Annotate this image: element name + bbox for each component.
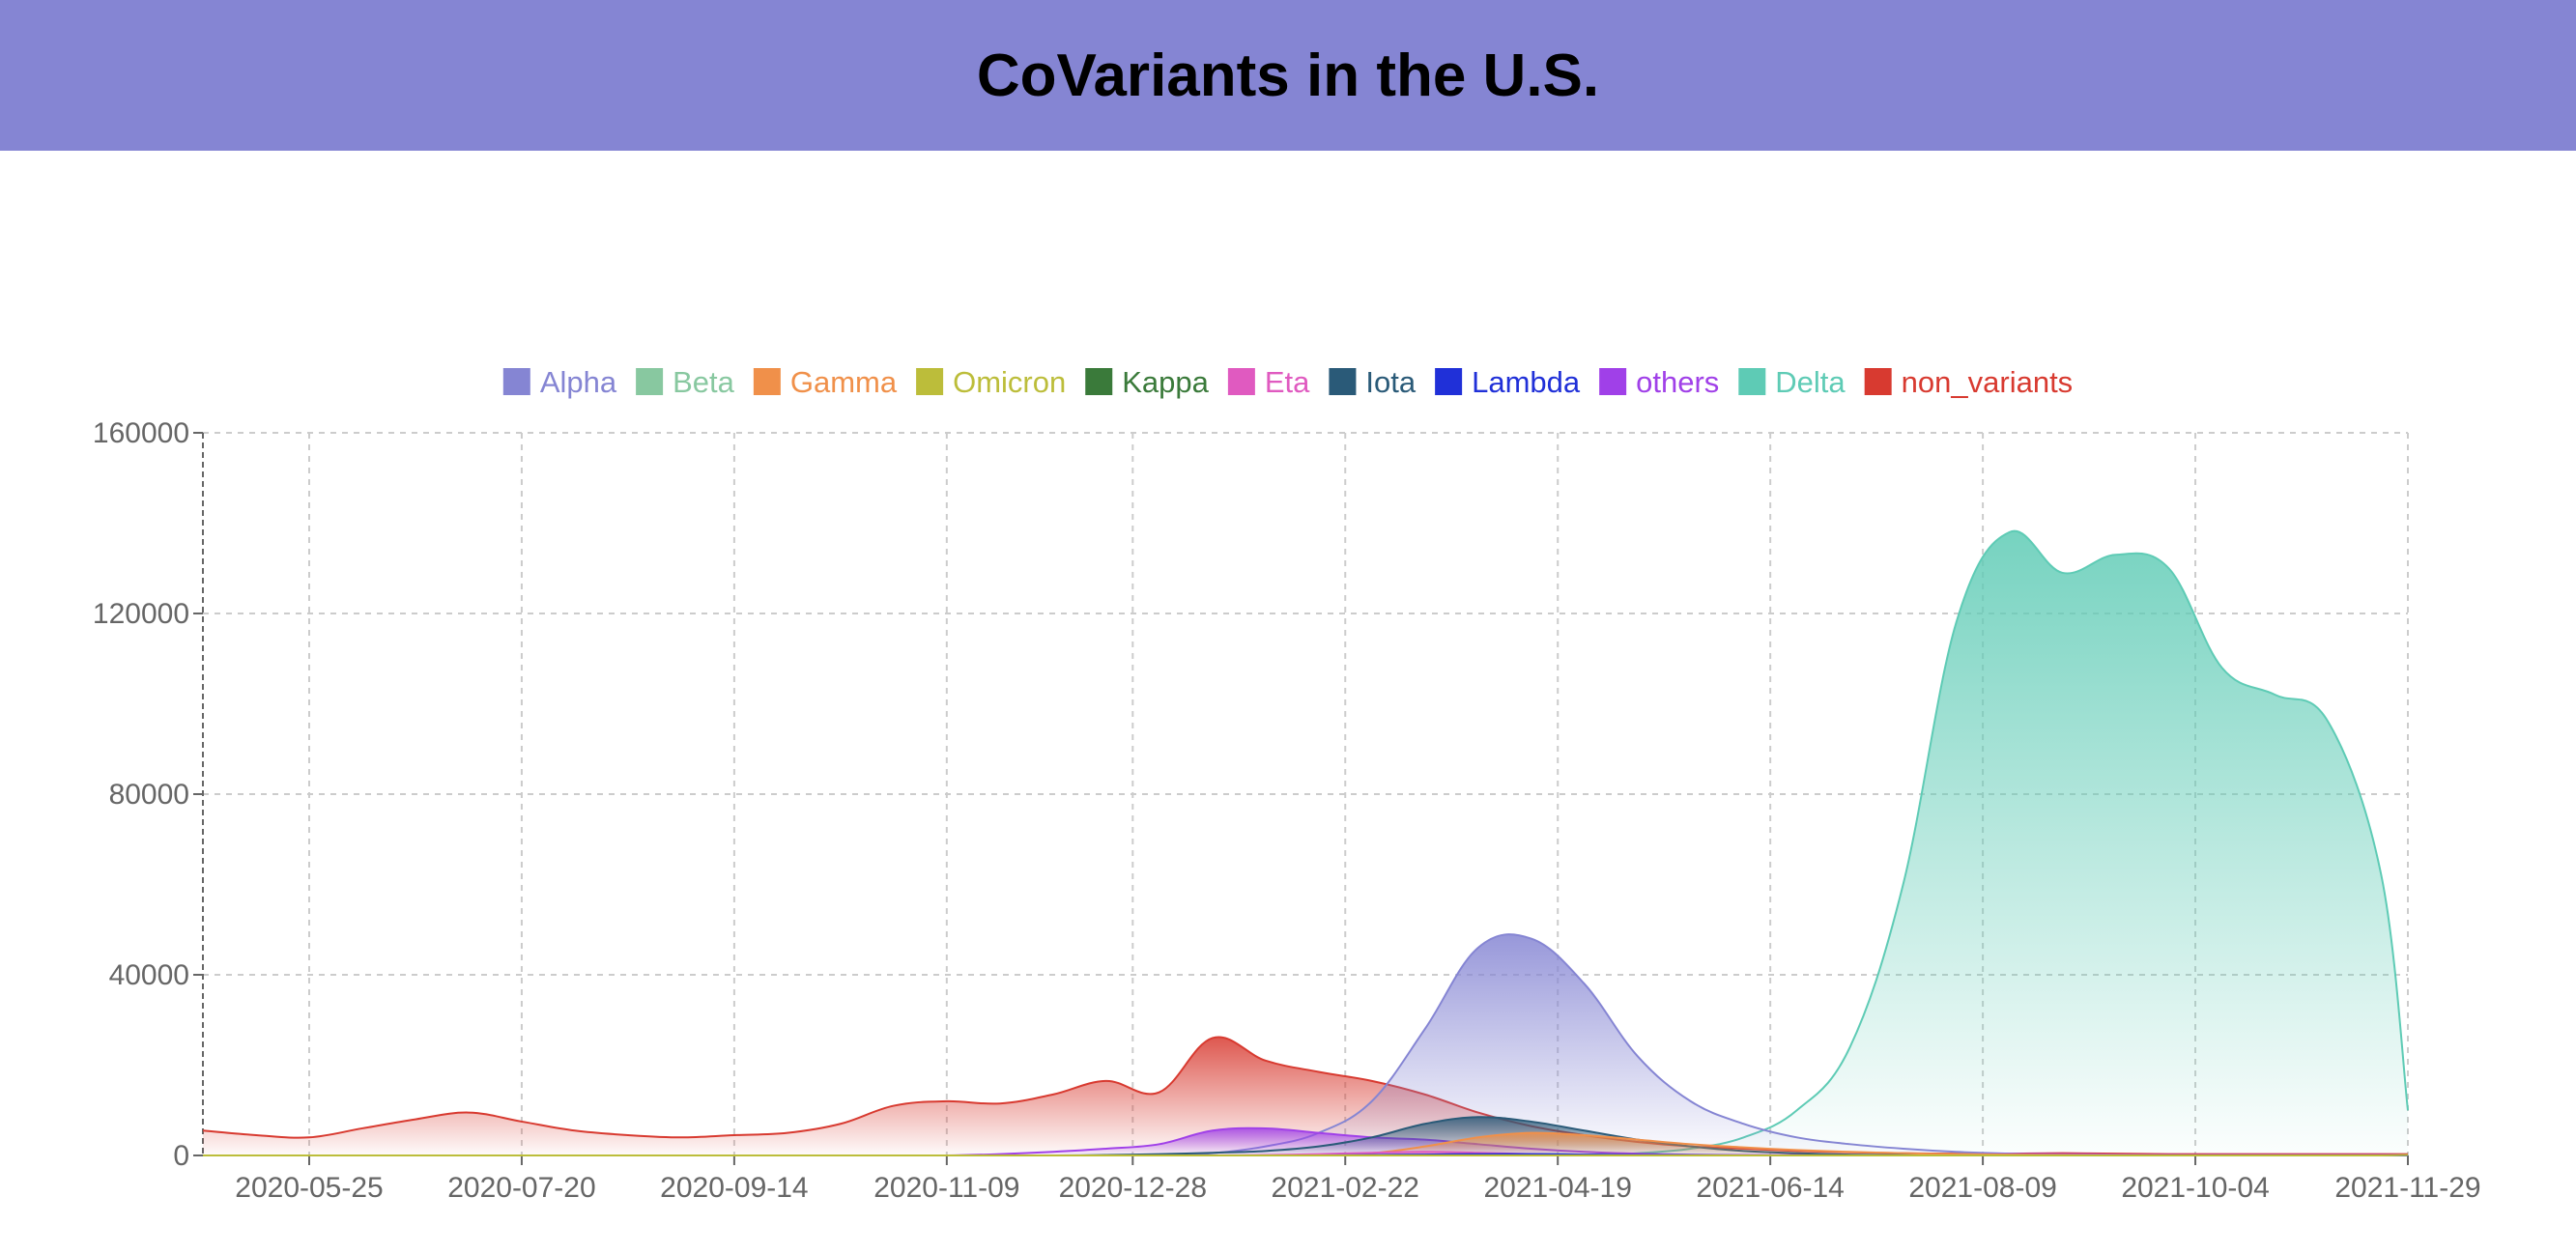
x-tick-label: 2021-10-04 [2121,1172,2269,1204]
legend-label: Beta [673,365,735,399]
legend-label: others [1636,365,1719,399]
legend-label: Lambda [1472,365,1581,399]
area-others [203,1127,2408,1155]
legend-item-omicron: Omicron [916,365,1066,399]
y-tick-label: 40000 [109,959,189,991]
legend-label: Kappa [1122,365,1209,399]
legend-item-lambda: Lambda [1435,365,1581,399]
x-tick-label: 2020-07-20 [447,1172,595,1204]
legend-swatch [502,368,530,395]
x-tick-label: 2021-02-22 [1272,1172,1419,1204]
legend-swatch [1738,368,1766,395]
legend-item-delta: Delta [1738,365,1846,399]
x-tick-label: 2020-05-25 [235,1172,383,1204]
legend-swatch [1864,368,1892,395]
axes: 0 40000 80000 120000 160000 2020-05-25 2020-07… [93,417,2481,1204]
legend-item-others: others [1599,365,1719,399]
legend-label: non_variants [1902,365,2074,399]
x-tick-label: 2021-06-14 [1696,1172,1844,1204]
y-tick-label: 0 [173,1140,189,1172]
legend-item-kappa: Kappa [1085,365,1210,399]
x-tick-label: 2021-04-19 [1483,1172,1631,1204]
x-tick-label: 2020-11-09 [873,1172,1019,1204]
legend-swatch [916,368,944,395]
page-title: CoVariants in the U.S. [976,42,1600,109]
legend-label: Iota [1365,365,1416,399]
legend-label: Omicron [953,365,1066,399]
series-areas [202,529,2409,1156]
legend-swatch [1085,368,1113,395]
x-tick-label: 2020-09-14 [660,1172,808,1204]
area-non_variants [203,1037,2408,1155]
legend-label: Eta [1265,365,1310,399]
page-header: CoVariants in the U.S. [0,0,2576,151]
x-tick-label: 2020-12-28 [1059,1172,1207,1204]
legend-item-beta: Beta [636,365,735,399]
legend-swatch [753,368,781,395]
legend-swatch [1599,368,1627,395]
legend-item-eta: Eta [1227,365,1310,399]
x-tick-label: 2021-11-29 [2334,1172,2480,1204]
legend-label: Gamma [790,365,898,399]
legend-swatch [1329,368,1357,395]
legend: Alpha Beta Gamma Omicron Kappa Eta Iota Lambda o… [502,365,2074,399]
legend-item-iota: Iota [1329,365,1417,399]
y-tick-label: 80000 [109,779,189,811]
legend-label: Alpha [540,365,617,399]
series-delta [203,529,2409,1156]
legend-item-non_variants: non_variants [1864,365,2074,399]
legend-swatch [1227,368,1255,395]
y-tick-label: 120000 [93,598,189,630]
legend-item-gamma: Gamma [753,365,898,399]
area-delta [203,530,2408,1155]
y-tick-label: 160000 [93,417,189,449]
legend-swatch [636,368,664,395]
legend-swatch [1435,368,1463,395]
legend-item-alpha: Alpha [502,365,617,399]
legend-label: Delta [1775,365,1846,399]
x-tick-label: 2021-08-09 [1908,1172,2056,1204]
